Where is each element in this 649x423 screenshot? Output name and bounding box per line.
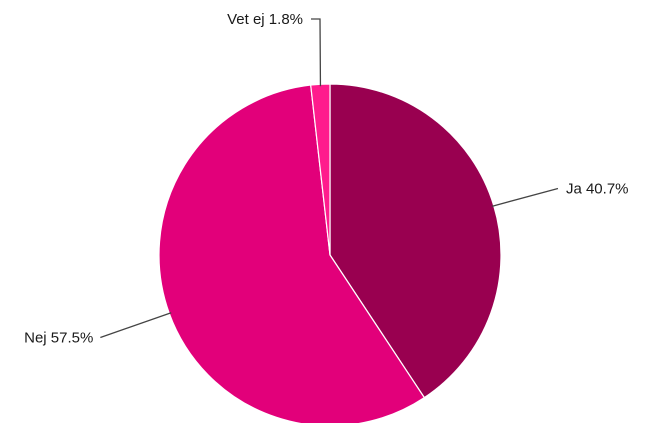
slice-labels: Ja 40.7% Nej 57.5% Vet ej 1.8% — [24, 11, 628, 347]
leader-line-nej — [100, 312, 172, 339]
pie-slices — [158, 83, 502, 423]
leader-line-vet-ej — [311, 18, 322, 87]
slice-label-vet-ej: Vet ej 1.8% — [227, 11, 303, 28]
slice-label-ja: Ja 40.7% — [566, 180, 629, 197]
leader-line-ja — [491, 187, 559, 207]
leader-lines — [100, 18, 559, 339]
slice-label-nej: Nej 57.5% — [24, 330, 93, 347]
